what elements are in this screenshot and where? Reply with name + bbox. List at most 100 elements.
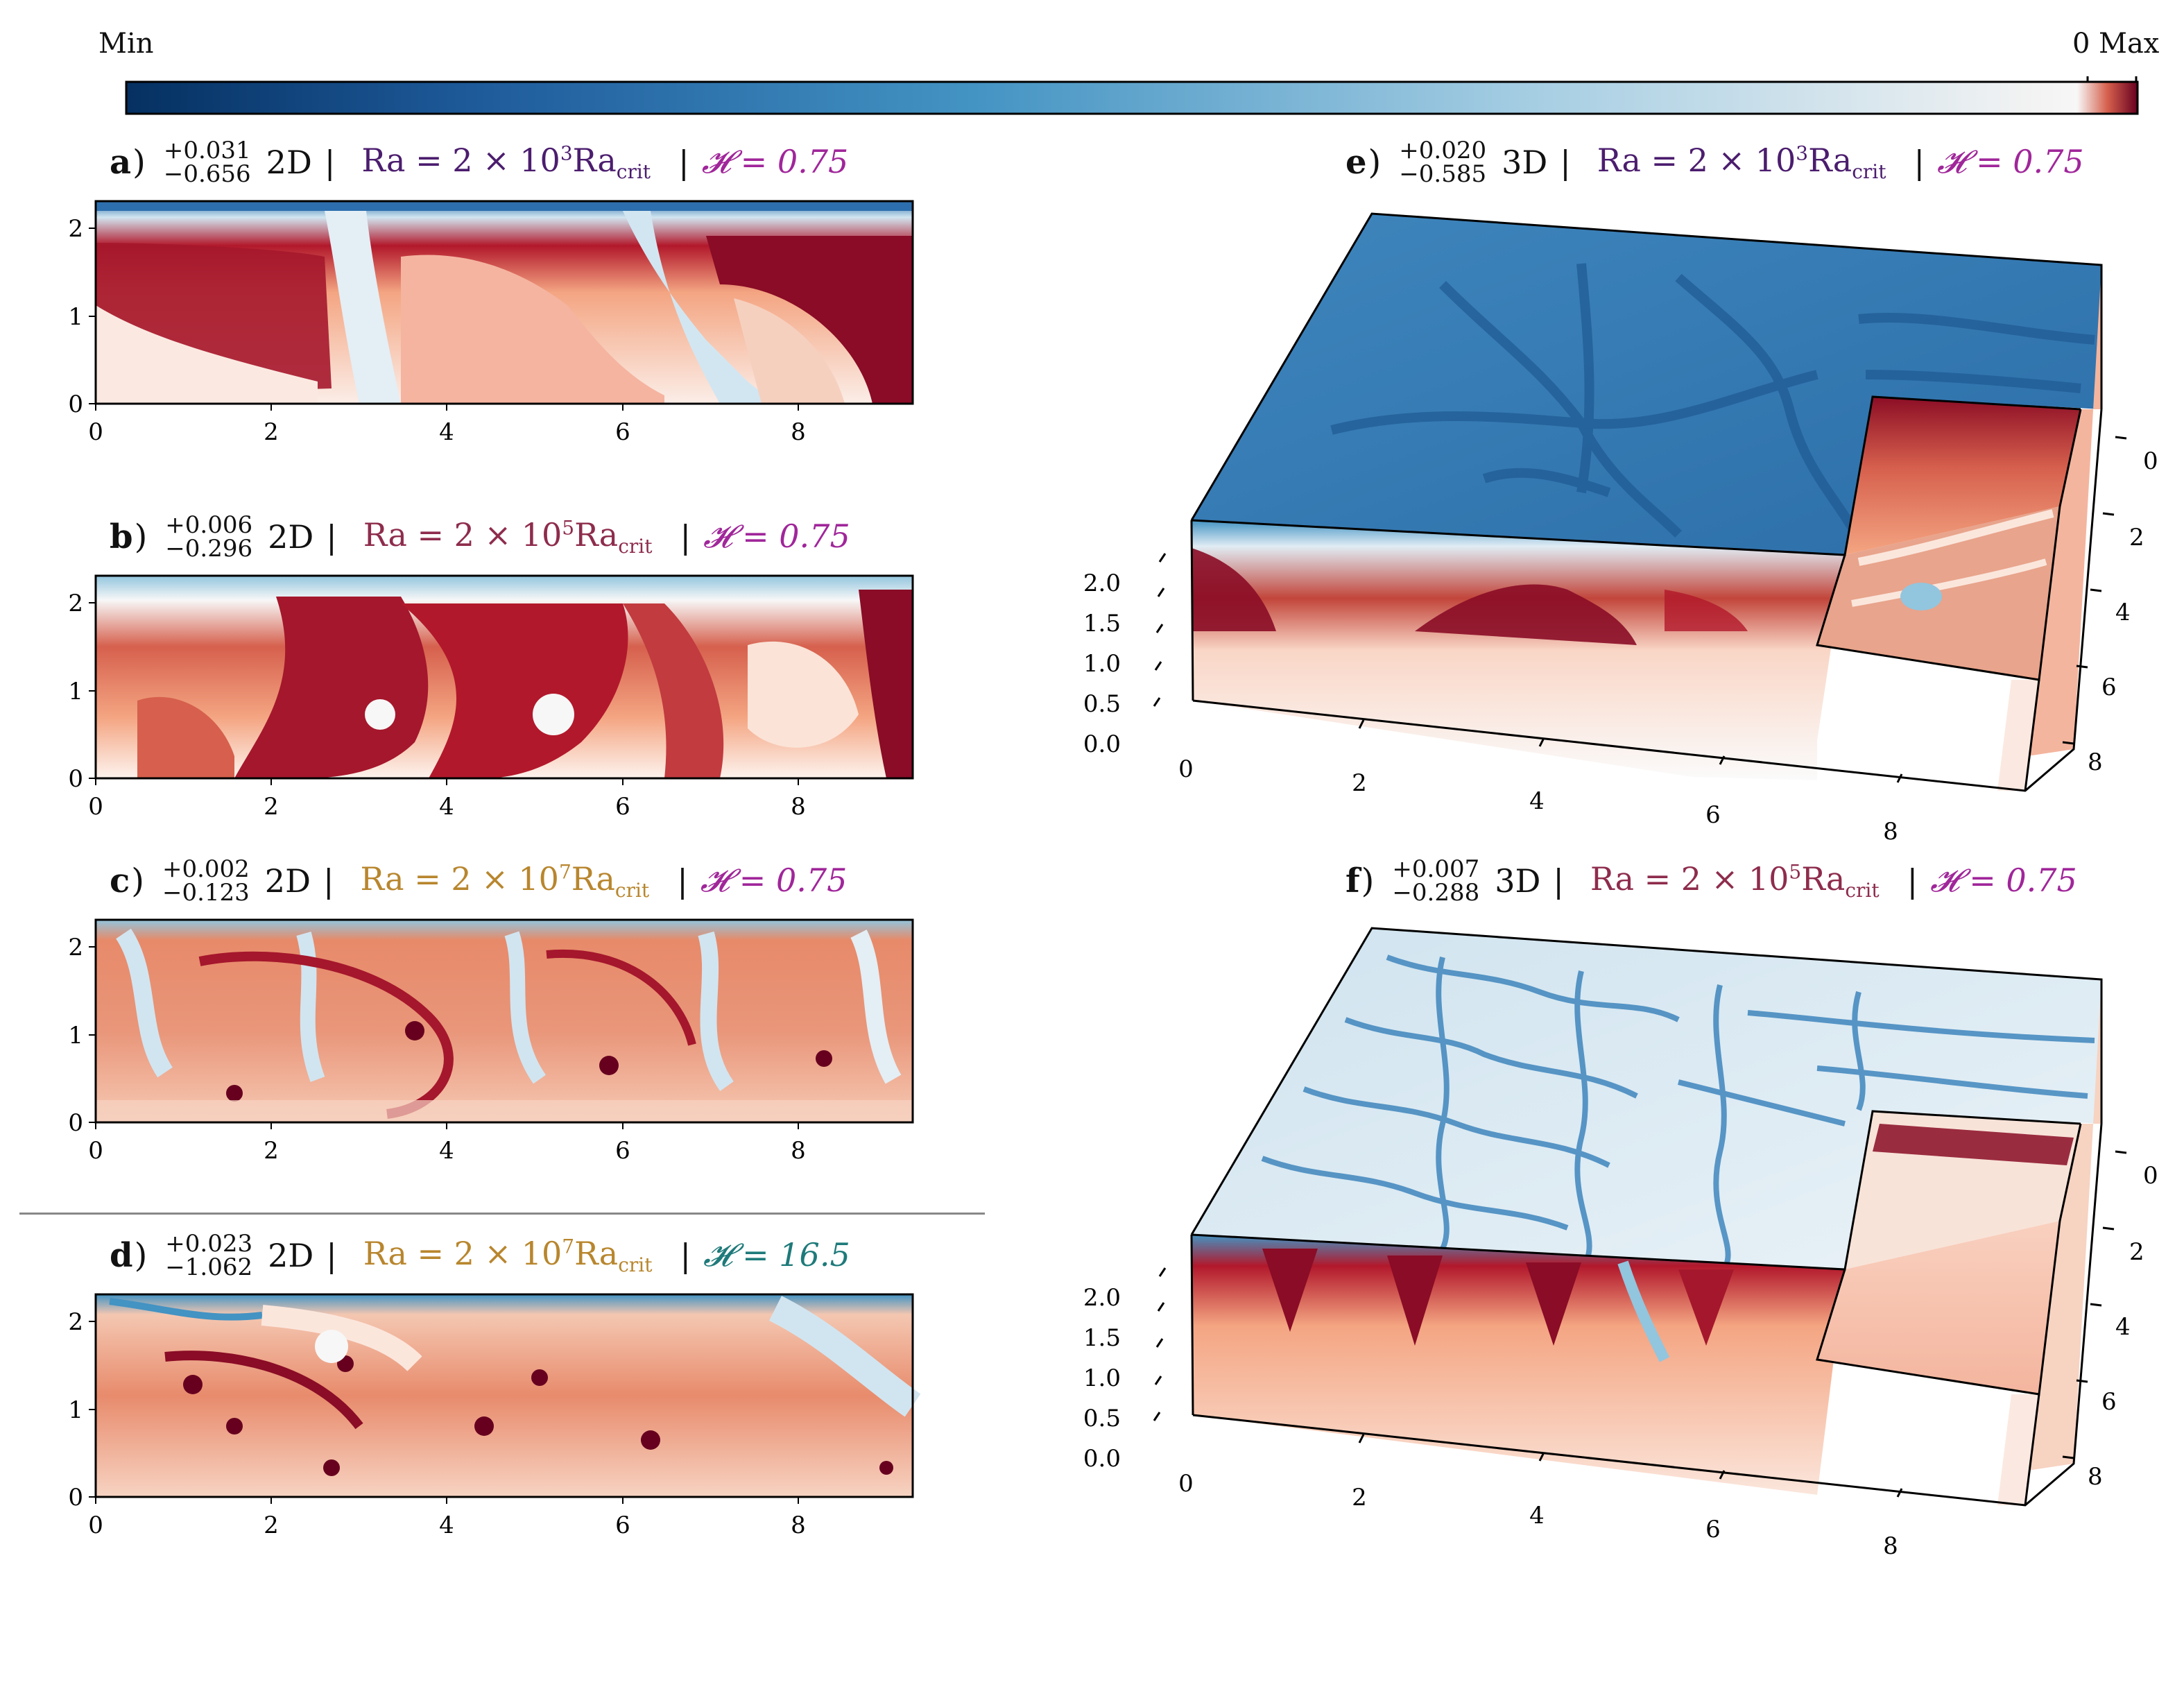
front-face: [1192, 1235, 1845, 1495]
h-label: 𝓗 = 0.75: [701, 143, 849, 180]
panel-dim: 2D: [264, 862, 311, 900]
colorbar-zero-label: 0: [2072, 28, 2090, 60]
plume: [325, 211, 401, 404]
colorbar-gradient: [125, 80, 2139, 115]
y-tick-label: 1: [68, 1396, 83, 1424]
range-plus: +0.006: [165, 511, 253, 539]
ra-label: Ra = 2 × 103Racrit: [361, 141, 651, 184]
y-tick-label: 4: [2115, 1313, 2131, 1341]
warm-plume: [234, 597, 429, 778]
vortex: [405, 1021, 424, 1040]
cool-region: [96, 305, 318, 404]
cold-spot: [1900, 583, 1942, 610]
range-minus: −0.296: [165, 535, 253, 563]
x-tick-label: 2: [1352, 1484, 1367, 1511]
y-axis: 0 2 4 6 8: [2062, 436, 2158, 776]
x-tick-label: 0: [1178, 1470, 1194, 1498]
warm-region: [1192, 548, 1276, 631]
panel-letter: f: [1345, 862, 1360, 900]
vortex: [474, 1416, 494, 1436]
x-tick-label: 4: [439, 418, 454, 446]
x-tick-label: 2: [1352, 769, 1367, 797]
vortex: [531, 1369, 548, 1386]
warm-region: [1415, 584, 1637, 645]
x-axis: 0 2 4 6 8: [88, 1497, 806, 1539]
x-tick-label: 0: [1178, 755, 1194, 783]
panel-sep: |: [324, 144, 336, 181]
h-label: 𝓗 = 0.75: [1930, 862, 2077, 899]
panel-a-title: a) +0.031 −0.656 2D | Ra = 2 × 103Racrit |…: [110, 139, 848, 186]
axes-frame: [94, 918, 914, 1124]
warm-region: [859, 590, 913, 778]
vortex: [323, 1459, 340, 1476]
panel-paren: ): [134, 1236, 148, 1275]
panel-dim: 3D: [1502, 144, 1548, 181]
vortex: [816, 1050, 832, 1067]
panel-sep: |: [1907, 862, 1918, 900]
z-tick-label: 1.5: [1083, 1324, 1121, 1352]
panel-paren: ): [131, 862, 144, 900]
range-minus: −0.288: [1392, 879, 1480, 907]
range-plus: +0.031: [163, 137, 251, 164]
vortex: [365, 699, 395, 730]
panel-d-title: d) +0.023 −1.062 2D | Ra = 2 × 107Racrit |…: [110, 1232, 850, 1279]
z-axis: 2.0 1.5 1.0 0.5 0.0: [1083, 1267, 1167, 1473]
panel-letter: a: [110, 143, 132, 182]
cool-plume: [1617, 1260, 1670, 1362]
x-axis: 0 2 4 6 8: [88, 404, 806, 446]
y-tick-label: 2: [68, 934, 83, 961]
z-tick-label: 0.5: [1083, 690, 1121, 718]
panel-f-title: f) +0.007 −0.288 3D | Ra = 2 × 105Racrit |…: [1345, 857, 2077, 905]
x-tick-label: 8: [1883, 818, 1898, 846]
field-background: [96, 1294, 913, 1497]
panel-paren: ): [1368, 143, 1382, 182]
y-tick-label: 2: [68, 590, 83, 617]
z-axis: 2.0 1.5 1.0 0.5 0.0: [1083, 553, 1167, 758]
panel-dim: 2D: [266, 144, 312, 181]
y-axis: 0 1 2: [68, 215, 96, 418]
y-tick-label: 0: [68, 1484, 83, 1511]
y-tick-label: 0: [2143, 447, 2158, 475]
panel-sep: |: [680, 1237, 691, 1274]
panel-letter: d: [110, 1236, 133, 1275]
y-tick-label: 6: [2101, 674, 2117, 701]
panel-range: +0.007 −0.288: [1392, 857, 1479, 905]
panel-e-title: e) +0.020 −0.585 3D | Ra = 2 × 103Racrit |…: [1345, 139, 2084, 186]
cube-e: [1190, 212, 2103, 792]
cutout-streak: [1857, 509, 2054, 566]
vortex: [533, 694, 574, 735]
x-tick-label: 8: [1883, 1532, 1898, 1560]
y-axis: 0 2 4 6 8: [2062, 1150, 2158, 1491]
warm-region: [401, 255, 664, 404]
panel-range: +0.023 −1.062: [165, 1232, 252, 1279]
x-tick-label: 6: [615, 793, 630, 821]
y-axis: 0 1 2: [68, 1308, 96, 1511]
cutout-streak: [1851, 558, 2047, 607]
cool-region: [261, 1305, 422, 1371]
ra-label: Ra = 2 × 107Racrit: [360, 859, 650, 902]
vortex: [226, 1085, 243, 1102]
panel-dim: 2D: [268, 518, 314, 556]
panel-dim: 2D: [268, 1237, 314, 1274]
x-tick-label: 2: [264, 418, 279, 446]
range-minus: −0.123: [162, 879, 250, 907]
x-tick-label: 6: [615, 418, 630, 446]
cool-plume: [850, 930, 902, 1084]
h-label: 𝓗 = 0.75: [700, 862, 848, 899]
panel-paren: ): [134, 517, 148, 556]
panel-b-plot: 0 2 4 6 8 0 1 2: [68, 574, 914, 821]
y-tick-label: 2: [2129, 1238, 2144, 1266]
panel-letter: e: [1345, 143, 1367, 182]
y-axis: 0 1 2: [68, 590, 96, 793]
warm-plume: [1262, 1249, 1318, 1332]
cool-plume: [115, 928, 173, 1078]
vortex: [641, 1430, 660, 1450]
x-tick-label: 4: [439, 793, 454, 821]
cold-boundary-layer: [96, 201, 913, 211]
vortex: [879, 1461, 893, 1475]
h-label: 𝓗 = 16.5: [703, 1236, 850, 1274]
y-tick-label: 8: [2088, 748, 2103, 776]
x-axis: 0 2 4 6 8: [1178, 1434, 1903, 1560]
colorbar-min-label: Min: [98, 28, 154, 60]
panel-sep: |: [326, 1237, 337, 1274]
